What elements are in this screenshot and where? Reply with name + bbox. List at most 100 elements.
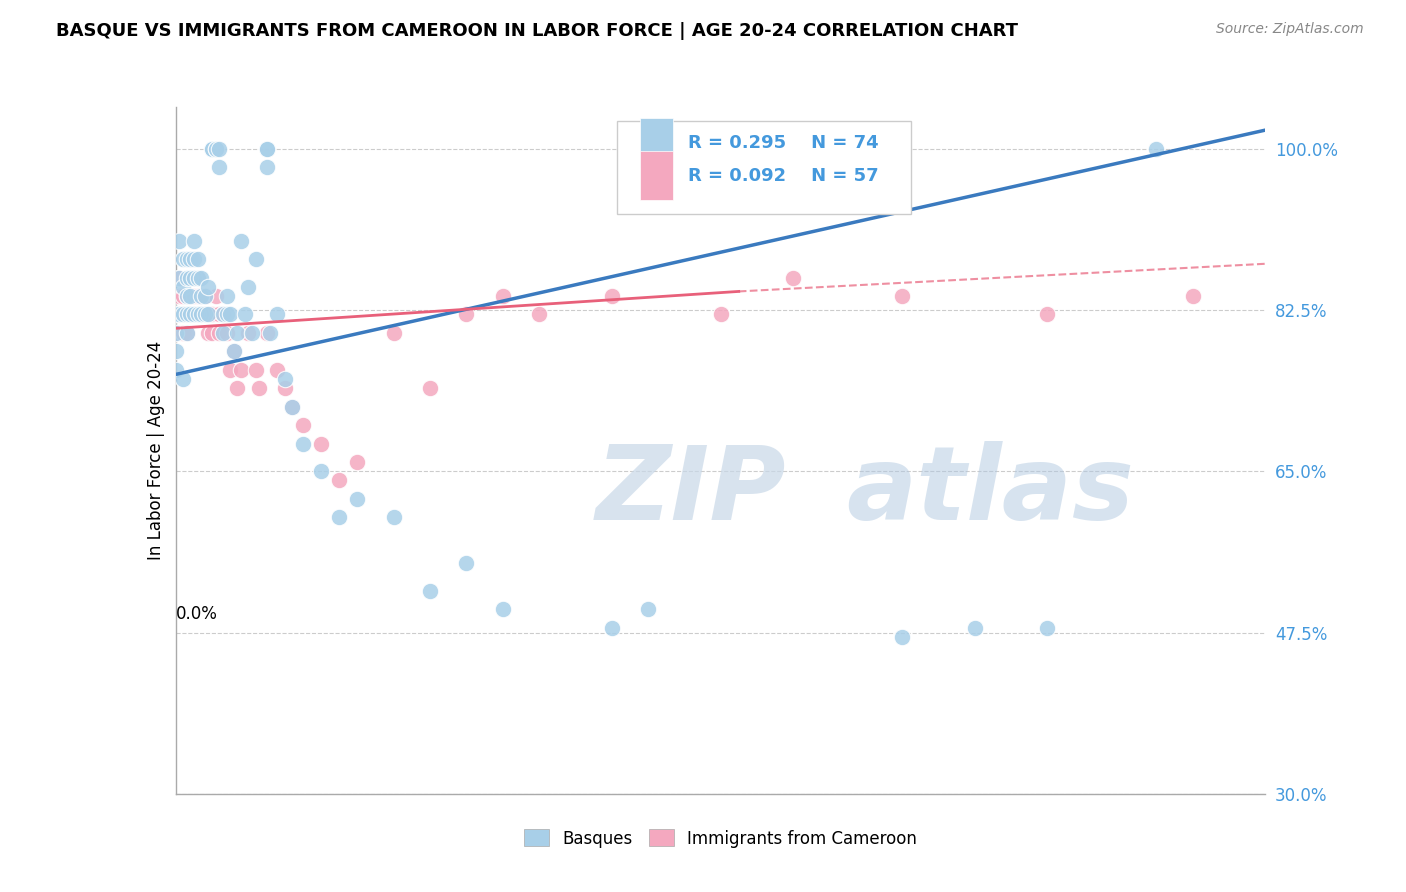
Point — [165, 308, 187, 322]
Point — [172, 280, 194, 294]
Point — [600, 621, 623, 635]
Point — [266, 363, 288, 377]
FancyBboxPatch shape — [640, 151, 672, 201]
Point — [201, 142, 224, 156]
Point — [179, 289, 201, 303]
Point — [256, 142, 278, 156]
Point — [176, 270, 198, 285]
Point — [1181, 289, 1204, 303]
Point — [256, 326, 278, 340]
Point — [226, 381, 249, 395]
Point — [382, 510, 405, 524]
Point — [208, 326, 231, 340]
Point — [245, 363, 267, 377]
Point — [382, 326, 405, 340]
Point — [710, 308, 733, 322]
Point — [600, 289, 623, 303]
Point — [328, 474, 350, 488]
Point — [179, 270, 201, 285]
Point — [179, 289, 201, 303]
Point — [169, 234, 191, 248]
Point — [291, 418, 314, 433]
Point — [197, 326, 219, 340]
Point — [190, 308, 212, 322]
Point — [245, 252, 267, 267]
Point — [274, 372, 297, 386]
Point — [527, 308, 550, 322]
Point — [172, 372, 194, 386]
Point — [309, 464, 332, 478]
Point — [172, 252, 194, 267]
Point — [179, 308, 201, 322]
Point — [194, 308, 217, 322]
FancyBboxPatch shape — [640, 118, 672, 168]
Point — [186, 289, 209, 303]
Point — [190, 308, 212, 322]
Point — [201, 308, 224, 322]
Point — [346, 455, 368, 469]
Point — [891, 630, 914, 644]
Point — [186, 270, 209, 285]
Point — [208, 308, 231, 322]
Text: R = 0.092    N = 57: R = 0.092 N = 57 — [688, 168, 879, 186]
Point — [256, 142, 278, 156]
Text: atlas: atlas — [846, 442, 1133, 542]
Point — [204, 142, 226, 156]
Point — [891, 289, 914, 303]
Point — [204, 289, 226, 303]
Point — [281, 400, 304, 414]
Point — [172, 308, 194, 322]
Point — [165, 308, 187, 322]
Point — [186, 270, 209, 285]
Point — [492, 289, 515, 303]
Point — [238, 280, 260, 294]
Point — [172, 326, 194, 340]
Point — [190, 270, 212, 285]
Point — [194, 289, 217, 303]
Point — [201, 142, 224, 156]
FancyBboxPatch shape — [617, 120, 911, 213]
Point — [165, 326, 187, 340]
Point — [176, 326, 198, 340]
Point — [165, 363, 187, 377]
Point — [233, 308, 256, 322]
Point — [240, 326, 263, 340]
Point — [183, 289, 205, 303]
Point — [212, 326, 235, 340]
Point — [256, 160, 278, 174]
Point — [1036, 308, 1059, 322]
Point — [179, 252, 201, 267]
Text: ZIP: ZIP — [595, 442, 786, 542]
Point — [208, 142, 231, 156]
Point — [183, 234, 205, 248]
Point — [247, 381, 270, 395]
Point — [179, 308, 201, 322]
Point — [1036, 621, 1059, 635]
Point — [169, 270, 191, 285]
Text: 0.0%: 0.0% — [176, 605, 218, 623]
Point — [222, 344, 245, 359]
Point — [179, 270, 201, 285]
Point — [637, 602, 659, 616]
Point — [169, 308, 191, 322]
Point — [183, 270, 205, 285]
Point — [212, 308, 235, 322]
Point — [194, 308, 217, 322]
Point — [190, 289, 212, 303]
Point — [165, 326, 187, 340]
Point — [266, 308, 288, 322]
Point — [176, 308, 198, 322]
Point — [419, 584, 441, 599]
Point — [208, 160, 231, 174]
Point — [259, 326, 281, 340]
Point — [169, 289, 191, 303]
Point — [492, 602, 515, 616]
Point — [176, 308, 198, 322]
Point — [176, 252, 198, 267]
Text: R = 0.295    N = 74: R = 0.295 N = 74 — [688, 135, 879, 153]
Point — [346, 491, 368, 506]
Point — [186, 252, 209, 267]
Point — [183, 270, 205, 285]
Point — [222, 344, 245, 359]
Legend: Basques, Immigrants from Cameroon: Basques, Immigrants from Cameroon — [517, 822, 924, 855]
